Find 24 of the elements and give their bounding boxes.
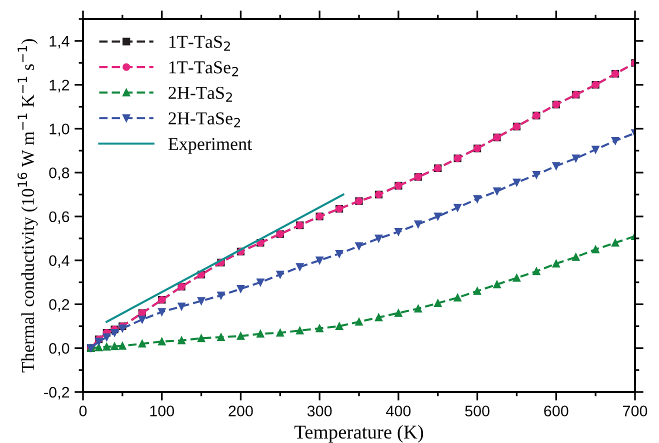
y-tick-label: 0,4	[49, 255, 70, 268]
text: Thermal conductivity (10$^{16}$ W m$^{−1}$ K$^{−1}$ s$^{−1}$)	[18, 39, 38, 372]
y-tick-label: 0,2	[49, 299, 70, 312]
x-tick-label: 600	[544, 406, 568, 416]
x-tick-label: 100	[150, 406, 174, 416]
y-tick-label: 1,0	[50, 124, 70, 136]
y-tick-label: -0,2	[44, 386, 70, 400]
legend-label: 1T-TaSe$_{2}$	[169, 61, 238, 76]
legend-label: 2H-TaSe$_{2}$	[168, 112, 240, 128]
x-tick-label: 500	[465, 406, 490, 416]
x-tick-label: 700	[623, 406, 648, 416]
y-tick-label: 0,8	[49, 167, 70, 180]
y-tick-label: 0,6	[49, 211, 70, 224]
x-tick-label: 0	[79, 406, 87, 416]
y-tick-label: 1,4	[50, 36, 70, 48]
x-tick-label: 300	[307, 406, 332, 416]
y-tick-label: 1,2	[50, 80, 70, 92]
legend-label: 2H-TaS$_{2}$	[168, 86, 232, 102]
legend-label: 1T-TaS$_{2}$	[169, 36, 230, 51]
y-tick-label: 0,0	[49, 342, 70, 356]
x-tick-label: 200	[228, 406, 253, 416]
x-axis-title: Temperature (K)	[294, 424, 424, 443]
legend-label: Experiment	[168, 138, 252, 154]
x-tick-label: 400	[386, 406, 411, 416]
